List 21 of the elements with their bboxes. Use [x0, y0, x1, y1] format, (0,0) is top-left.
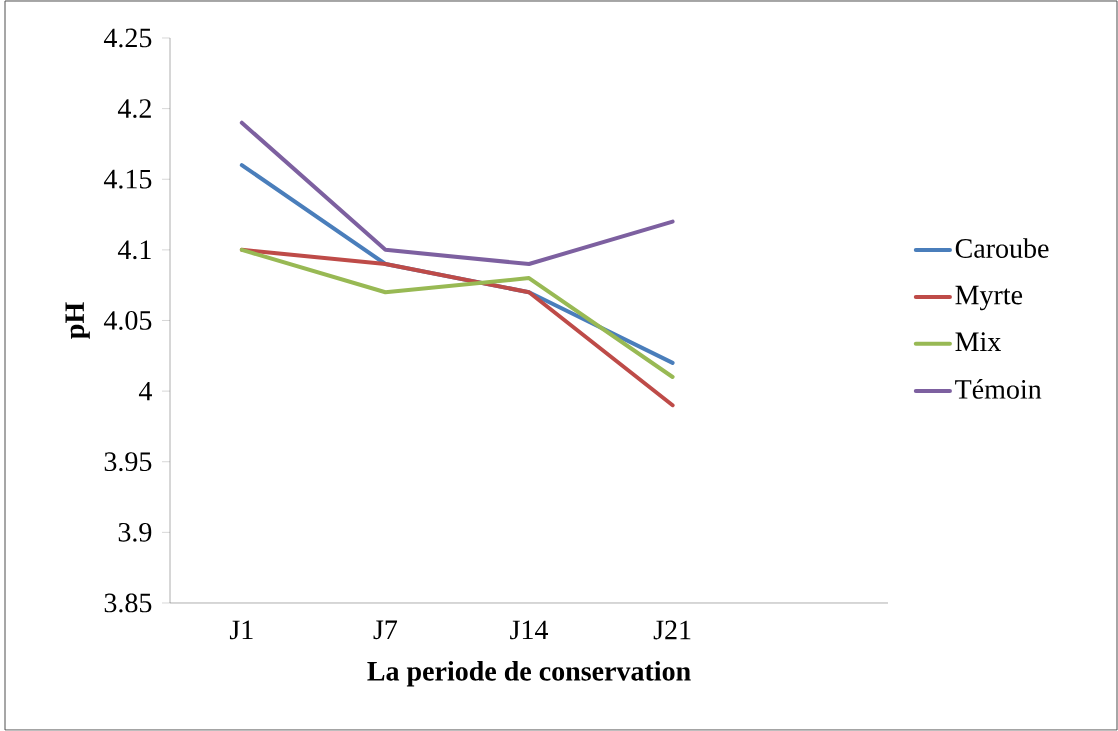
line-series — [239, 247, 675, 379]
legend-label: Témoin — [955, 379, 1042, 399]
y-tick-label: 3.95 — [104, 452, 152, 472]
y-axis-title: pH — [65, 302, 90, 339]
x-axis-title: La periode de conservation — [367, 661, 691, 687]
legend-label: Myrte — [955, 285, 1023, 311]
y-tick-label: 4 — [138, 381, 152, 401]
x-tick-label: J7 — [373, 620, 398, 640]
x-tick-label: J21 — [653, 620, 691, 640]
y-tick-label: 3.9 — [118, 522, 152, 542]
x-tick-label: J1 — [229, 620, 253, 640]
line-series — [239, 120, 675, 266]
y-tick-label: 4.15 — [103, 169, 152, 189]
y-tick-label: 3.85 — [104, 593, 152, 613]
legend-label: Mix — [955, 332, 1001, 351]
legend-label: Caroube — [955, 238, 1049, 258]
y-tick-label: 4.05 — [103, 310, 152, 330]
y-tick-label: 4.1 — [117, 240, 151, 260]
y-tick-label: 4.25 — [103, 28, 152, 48]
x-tick-label: J14 — [510, 620, 549, 640]
y-tick-label: 4.2 — [117, 99, 151, 119]
